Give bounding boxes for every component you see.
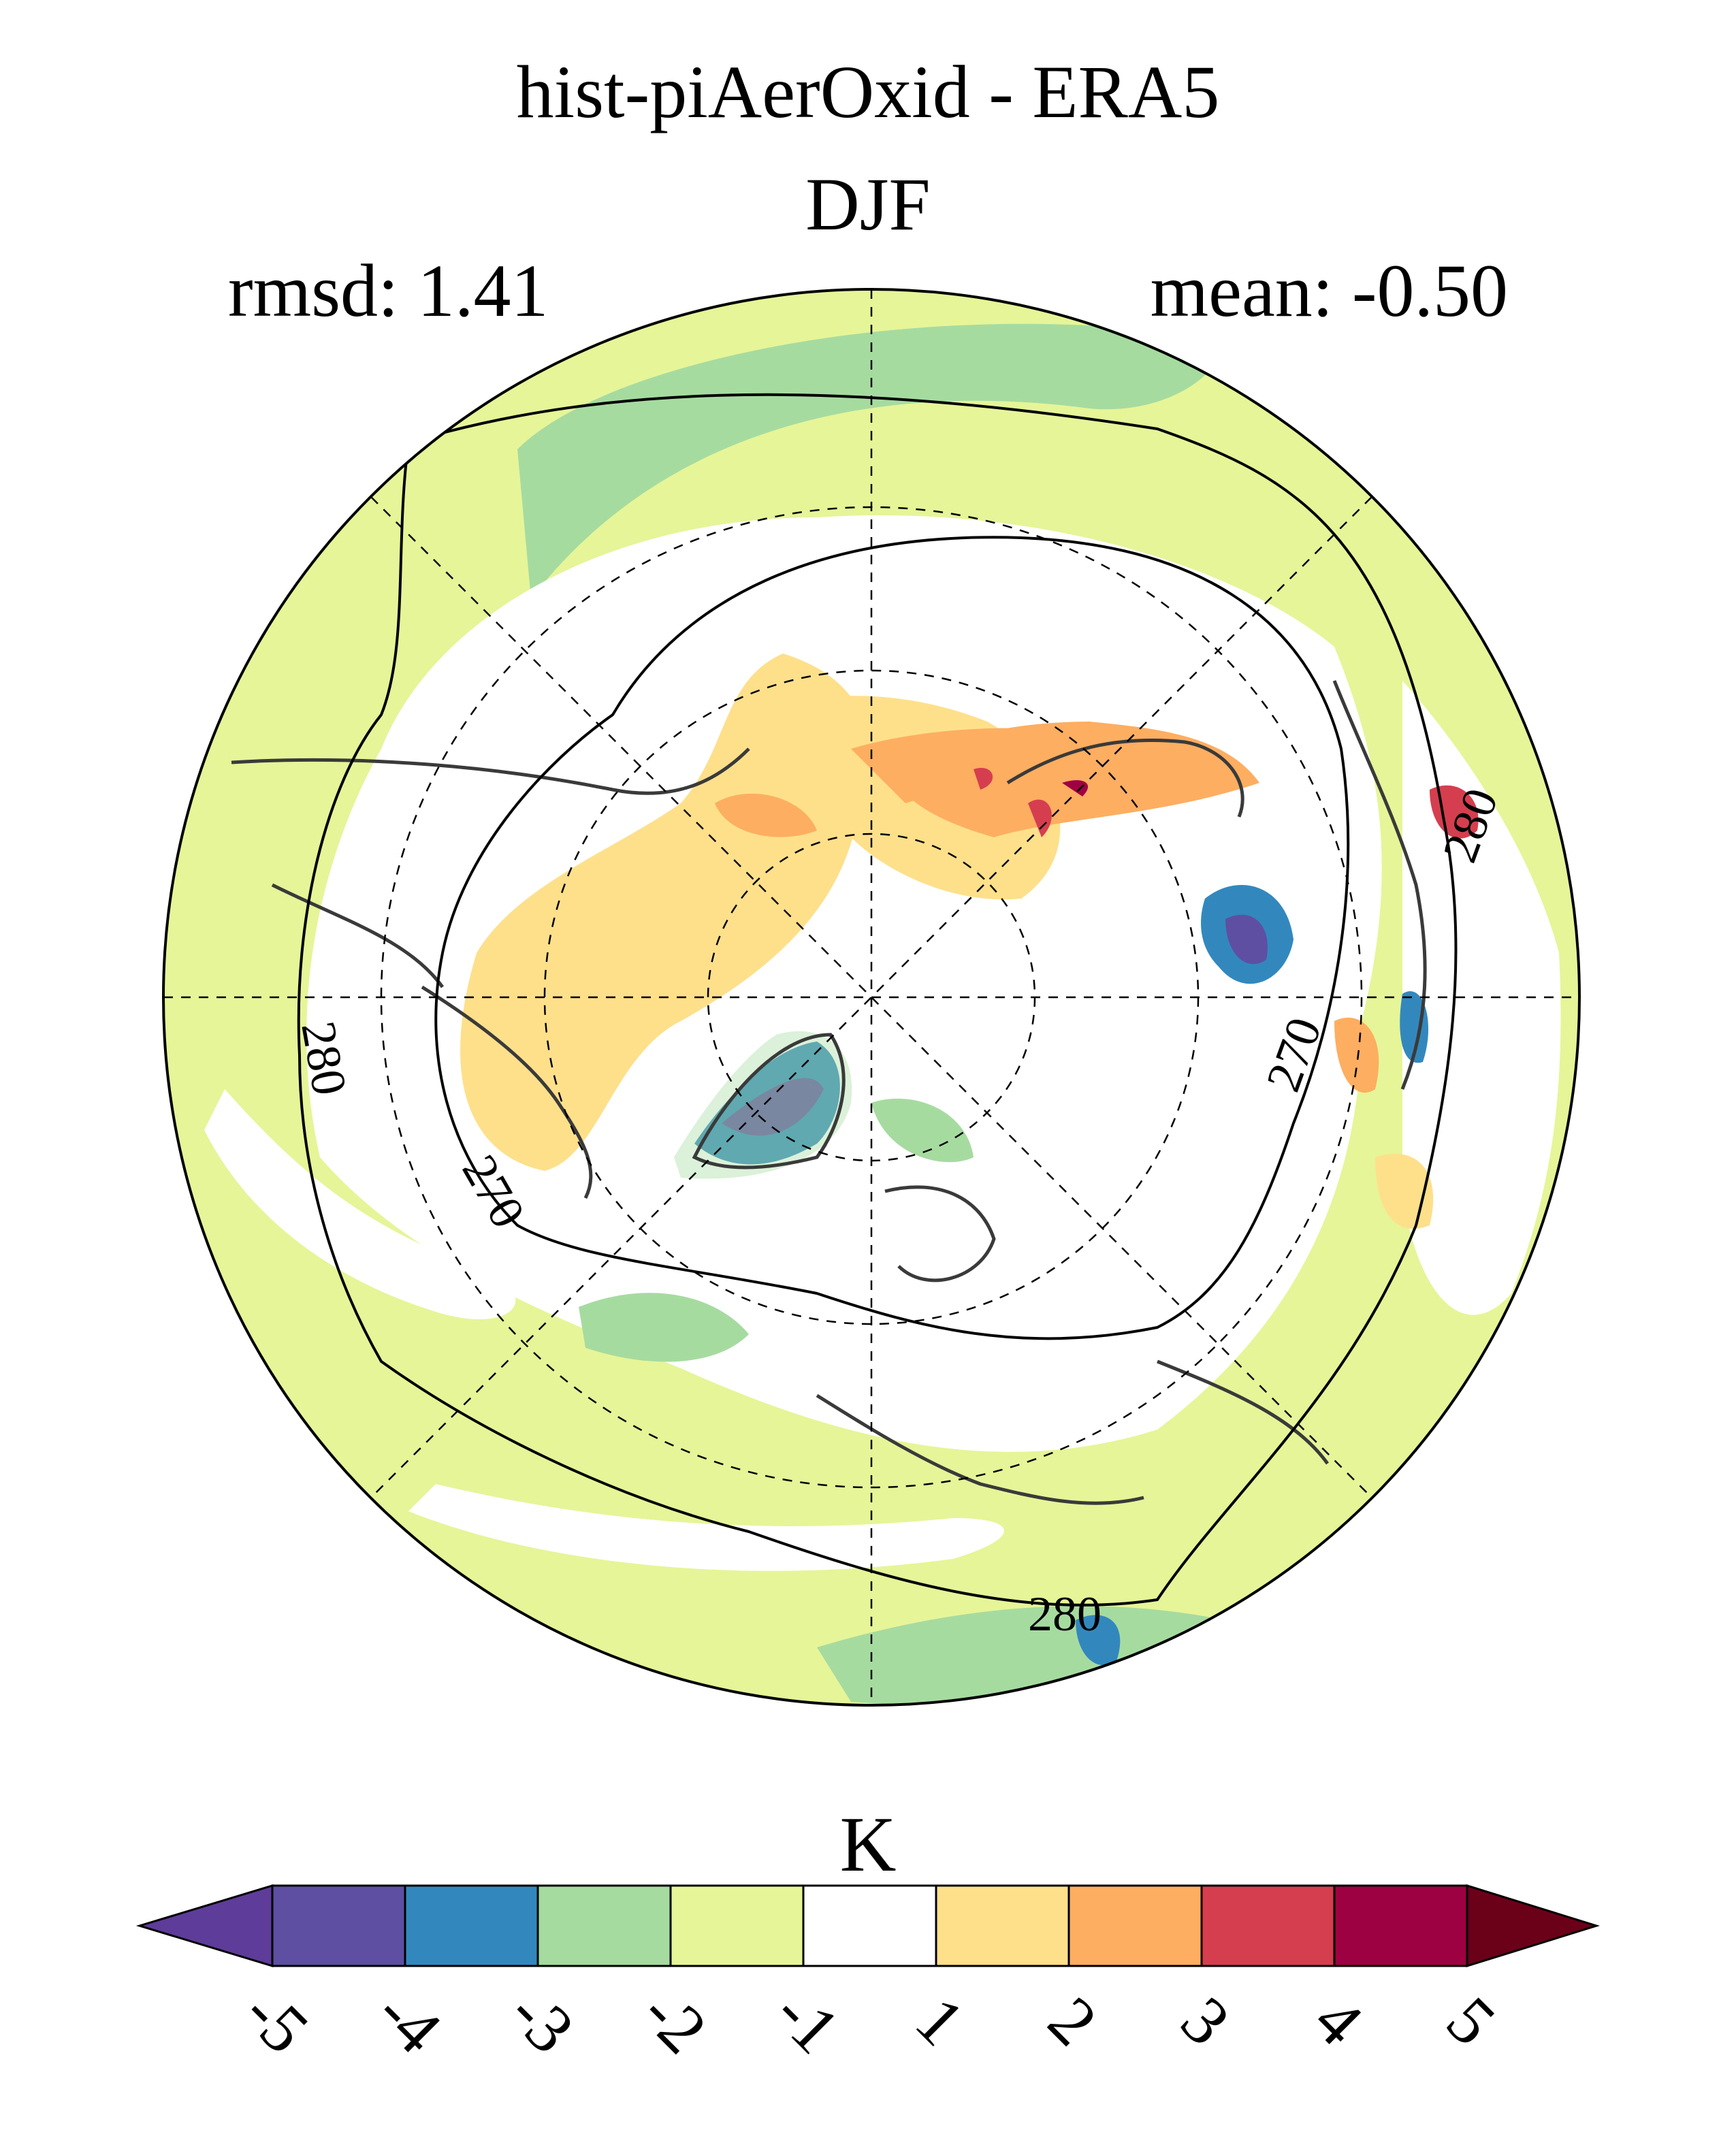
anomaly-region-red-siberia-1 xyxy=(974,767,993,790)
anomaly-region-purple-greenland xyxy=(722,1078,824,1136)
colorbar-box xyxy=(802,1884,937,1967)
colorbar-box xyxy=(1200,1884,1336,1967)
colorbar-tick-label: 2 xyxy=(1034,1982,1112,2060)
colorbar-tick-label: -2 xyxy=(628,1974,721,2067)
anomaly-region-orange-canada xyxy=(715,793,817,837)
colorbar-tick-label: 3 xyxy=(1167,1982,1244,2060)
colorbar-tick-label: -3 xyxy=(495,1974,588,2067)
colorbar-box xyxy=(404,1884,539,1967)
colorbar-unit: K xyxy=(839,1801,896,1888)
colorbar-tick-label: -5 xyxy=(229,1974,323,2067)
colorbar-ticks: -5 -4 -3 -2 -1 1 2 3 4 5 xyxy=(229,1974,1510,2067)
temperature-contours xyxy=(297,393,1458,1607)
anomaly-region-green-greenland xyxy=(674,1031,852,1179)
contour-label: 280 xyxy=(1028,1587,1102,1641)
anomaly-region-green-europe xyxy=(871,1098,974,1163)
colorbar-tick-label: -4 xyxy=(362,1974,455,2067)
anomaly-region-green-atlantic xyxy=(579,1293,749,1362)
anomaly-region-purple-asia xyxy=(1225,914,1268,965)
anomaly-region-warm-canada xyxy=(460,653,871,1171)
anomaly-region-orange-siberia xyxy=(885,722,1259,837)
graticule xyxy=(163,289,1579,1705)
coastlines xyxy=(231,680,1427,1505)
anomaly-region-green-top xyxy=(517,323,1225,599)
contour-label: 280 xyxy=(291,1017,357,1099)
colorbar-box xyxy=(271,1884,406,1967)
colorbar-box xyxy=(1333,1884,1468,1967)
rmsd-label: rmsd: 1.41 xyxy=(228,249,549,332)
polar-map: 280 270 270 280 280 xyxy=(162,288,1581,1707)
colorbar-extend-high xyxy=(1466,1884,1601,1968)
colorbar-box xyxy=(536,1884,672,1967)
anomaly-region-white-bottom xyxy=(408,1484,1004,1571)
anomaly-region-orange-pacific xyxy=(1334,1017,1379,1093)
anomaly-region-red-siberia-2 xyxy=(1028,799,1052,837)
map-boundary xyxy=(162,288,1581,1707)
mean-label: mean: -0.50 xyxy=(1150,249,1508,332)
season-label: DJF xyxy=(805,163,931,246)
colorbar-tick-label: -1 xyxy=(760,1974,854,2067)
colorbar-tick-label: 1 xyxy=(901,1982,979,2060)
anomaly-region-darkred-siberia xyxy=(1062,780,1089,796)
colorbar-tick-label: 5 xyxy=(1432,1982,1510,2060)
anomaly-region-red-pacific xyxy=(1430,785,1479,839)
colorbar-box xyxy=(1067,1884,1203,1967)
anomaly-region-white-left xyxy=(204,1089,516,1320)
colorbar-box xyxy=(935,1884,1070,1967)
anomaly-region-blue-africa xyxy=(1076,1615,1121,1666)
colorbar-tick-label: 4 xyxy=(1300,1982,1377,2060)
map-title: hist-piAerOxid - ERA5 xyxy=(516,50,1220,133)
colorbar-boxes xyxy=(135,1884,1601,1968)
colorbar-box xyxy=(669,1884,805,1967)
colorbar-extend-low xyxy=(135,1884,274,1968)
